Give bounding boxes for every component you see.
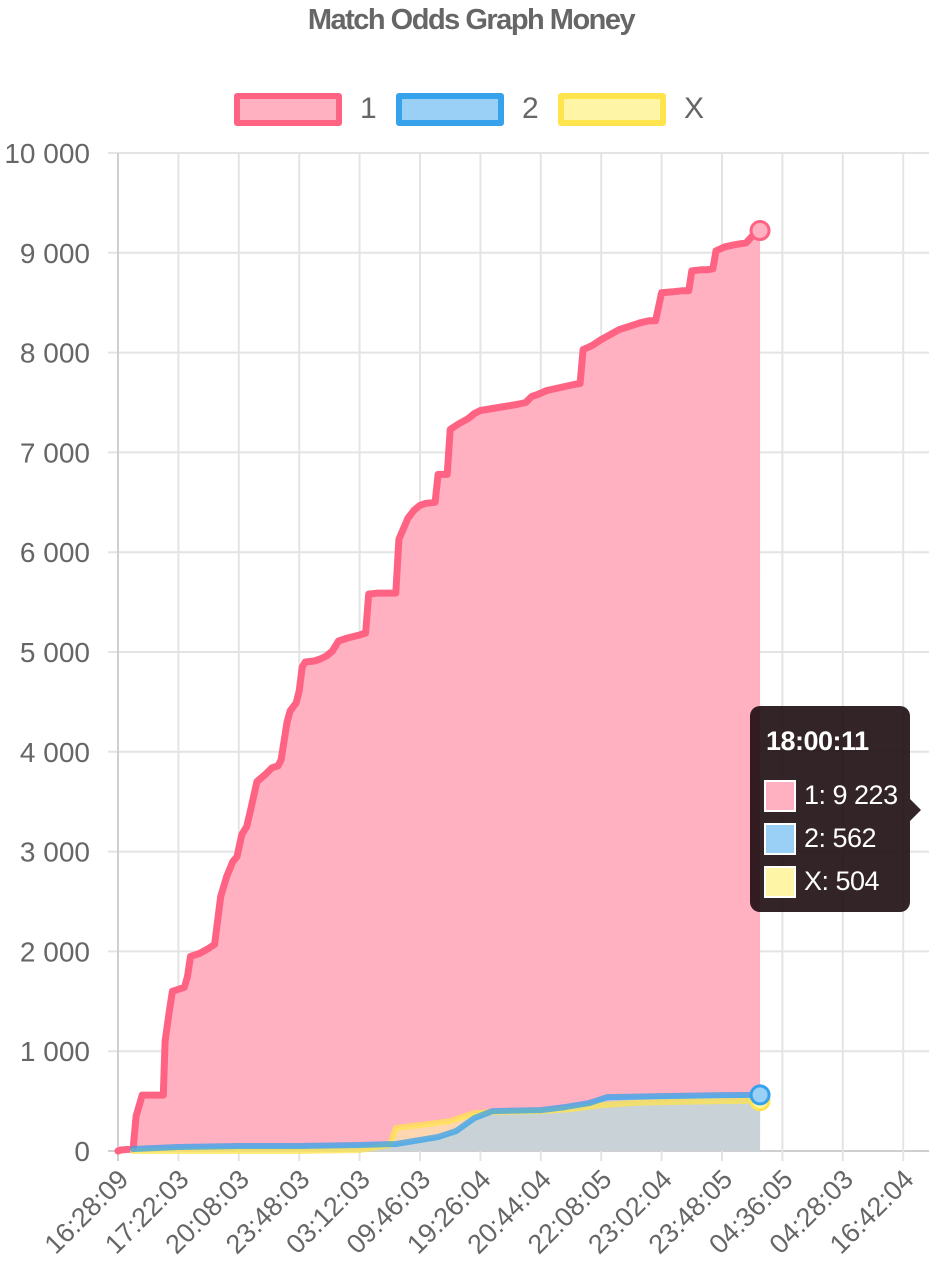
chart-series-areas <box>118 230 761 1151</box>
legend-swatch-series-x <box>558 93 666 126</box>
y-tick-label: 0 <box>74 1136 90 1167</box>
chart-title: Match Odds Graph Money <box>307 4 636 36</box>
series-line-2 <box>130 1091 764 1152</box>
y-tick-label: 8 000 <box>20 338 90 369</box>
series-area-2 <box>133 1094 761 1151</box>
series-endpoint-1 <box>749 220 771 242</box>
legend-swatch-series-2 <box>396 93 504 126</box>
series-line-1 <box>114 227 764 1155</box>
tooltip-swatch-series-1 <box>764 780 796 812</box>
series-area-1 <box>118 230 761 1151</box>
series-line-x <box>130 1097 764 1154</box>
x-axis-tick-labels: 16:28:0917:22:0320:08:0323:48:0303:12:03… <box>39 1164 920 1260</box>
y-tick-label: 2 000 <box>20 936 90 967</box>
legend-label-series-2: 2 <box>522 92 539 125</box>
y-tick-label: 9 000 <box>20 238 90 269</box>
y-tick-label: 4 000 <box>20 737 90 768</box>
chart-series-lines <box>114 220 771 1155</box>
y-tick-label: 7 000 <box>20 437 90 468</box>
tooltip-value-series-x: X: 504 <box>804 866 880 896</box>
y-axis-tick-labels: 0 1 000 2 000 3 000 4 000 5 000 6 000 7 000 8 00… <box>4 138 90 1167</box>
tooltip-value-series-1: 1: 9 223 <box>804 780 898 810</box>
legend-label-series-x: X <box>684 92 705 125</box>
y-tick-label: 3 000 <box>20 837 90 868</box>
tooltip-swatch-series-2 <box>764 823 796 855</box>
legend-label-series-1: 1 <box>360 92 377 125</box>
tooltip-value-series-2: 2: 562 <box>804 823 877 853</box>
y-tick-label: 6 000 <box>20 537 90 568</box>
chart-tooltip: 18:00:11 1: 9 223 2: 562 X: 504 <box>750 706 910 912</box>
series-endpoint-2 <box>749 1084 771 1106</box>
tooltip-title: 18:00:11 <box>766 726 869 756</box>
y-tick-label: 5 000 <box>20 637 90 668</box>
y-tick-label: 1 000 <box>20 1036 90 1067</box>
y-tick-label: 10 000 <box>4 138 90 169</box>
tooltip-arrow <box>910 799 921 821</box>
tooltip-swatch-series-x <box>764 866 796 898</box>
legend-swatch-series-1 <box>234 93 342 126</box>
